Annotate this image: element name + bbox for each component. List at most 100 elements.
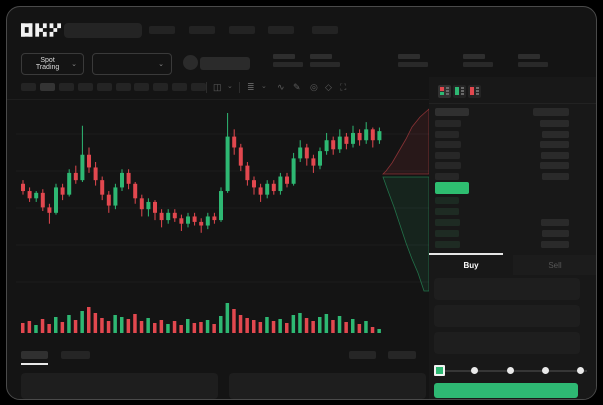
nav-item-2[interactable]: [189, 26, 215, 34]
app-window: Spot Trading ⌄ ⌄ ◫ ⌄ ≣ ⌄ ∿ ✎ ◎ ◇ ⛶ Buy Sell: [6, 6, 597, 400]
ob-view-bids[interactable]: [453, 85, 466, 98]
toolbar-divider: [7, 99, 429, 100]
timeframe-pill-6[interactable]: [116, 83, 131, 91]
ask-row[interactable]: [429, 162, 596, 170]
bid-price-placeholder: [435, 230, 459, 237]
stat-value-placeholder: [310, 62, 340, 67]
orders-panel-right: [229, 373, 426, 399]
nav-item-4[interactable]: [268, 26, 294, 34]
nav-item-5[interactable]: [312, 26, 338, 34]
trade-input-3[interactable]: [434, 332, 580, 354]
chevron-down-icon[interactable]: ⌄: [227, 83, 233, 90]
bid-row[interactable]: [429, 230, 596, 238]
bottom-tab-1[interactable]: [21, 351, 48, 359]
ticker-stat-1: [273, 54, 307, 68]
draw-tool-icon[interactable]: ✎: [293, 82, 301, 92]
bottom-tab-indicator: [21, 363, 48, 365]
price-chart[interactable]: [16, 101, 430, 297]
product-selector-button[interactable]: Spot Trading ⌄: [21, 53, 84, 75]
volume-chart: [21, 303, 381, 333]
trade-input-1[interactable]: [434, 278, 580, 300]
ask-row[interactable]: [429, 130, 596, 139]
stat-value-placeholder: [398, 62, 428, 67]
trade-input-2[interactable]: [434, 305, 580, 327]
tab-sell[interactable]: Sell: [548, 260, 562, 270]
bid-row[interactable]: [429, 208, 596, 216]
timeframe-pill-2[interactable]: [40, 83, 55, 91]
timeframe-pill-7[interactable]: [134, 83, 149, 91]
toggle-color-bar: [440, 91, 444, 95]
alert-icon[interactable]: ◇: [325, 82, 332, 92]
stat-value-placeholder: [463, 62, 493, 67]
slider-handle[interactable]: [434, 365, 445, 376]
stat-value-placeholder: [518, 62, 548, 67]
timeframe-pill-1[interactable]: [21, 83, 36, 91]
indicators-icon[interactable]: ≣: [247, 82, 255, 92]
screenshot-icon[interactable]: ◎: [310, 82, 318, 92]
tab-buy[interactable]: Buy: [463, 260, 479, 270]
pair-name-placeholder: [200, 57, 250, 70]
ob-view-both[interactable]: [438, 85, 451, 98]
product-selector-label: Spot Trading: [35, 57, 60, 71]
timeframe-pill-9[interactable]: [172, 83, 187, 91]
toggle-lines: [461, 87, 464, 96]
line-tool-icon[interactable]: ∿: [277, 82, 285, 92]
ob-last-price[interactable]: [435, 182, 469, 194]
bid-amount-placeholder: [541, 219, 569, 226]
chevron-down-icon: ⌄: [158, 60, 164, 68]
ask-row[interactable]: [429, 120, 596, 128]
stat-label-placeholder: [518, 54, 540, 59]
toggle-color-bar: [455, 87, 459, 95]
ask-price-placeholder: [435, 120, 461, 127]
fullscreen-icon[interactable]: ⛶: [340, 82, 347, 92]
stat-label-placeholder: [273, 54, 295, 59]
toggle-color-bar: [440, 87, 444, 91]
search-input[interactable]: [64, 23, 142, 38]
timeframe-pill-4[interactable]: [78, 83, 93, 91]
slider-stop[interactable]: [506, 367, 514, 374]
bid-row[interactable]: [429, 241, 596, 249]
slider-stop[interactable]: [541, 367, 549, 374]
chart-style-icon[interactable]: ◫: [213, 82, 222, 92]
chevron-down-icon[interactable]: ⌄: [261, 83, 267, 90]
slider-stop[interactable]: [577, 367, 584, 374]
nav-item-3[interactable]: [229, 26, 255, 34]
toggle-lines: [476, 87, 479, 96]
buy-button[interactable]: [434, 383, 578, 398]
chevron-down-icon: ⌄: [71, 60, 77, 68]
ticker-stat-4: [463, 54, 497, 68]
pair-selector-dropdown[interactable]: ⌄: [92, 53, 172, 75]
timeframe-pill-5[interactable]: [97, 83, 112, 91]
order-book-panel: Buy Sell: [429, 77, 596, 399]
ask-amount-placeholder: [540, 141, 569, 148]
active-tab-indicator: [429, 253, 503, 255]
ask-amount-placeholder: [541, 151, 569, 159]
amount-slider-track[interactable]: [434, 365, 587, 376]
bid-amount-placeholder: [542, 230, 569, 237]
bottom-tab-2[interactable]: [61, 351, 90, 359]
slider-stop[interactable]: [471, 367, 479, 374]
timeframe-pill-8[interactable]: [153, 83, 168, 91]
timeframe-pill-10[interactable]: [191, 83, 206, 91]
coin-icon: [183, 55, 198, 70]
order-book-divider: [429, 103, 596, 104]
ask-row[interactable]: [429, 141, 596, 149]
timeframe-pill-3[interactable]: [59, 83, 74, 91]
ob-header-amount-col: [533, 108, 569, 116]
bid-price-placeholder: [435, 208, 459, 215]
ask-amount-placeholder: [540, 162, 569, 169]
ob-view-asks[interactable]: [468, 85, 481, 98]
toolbar-separator: [206, 82, 207, 93]
okx-logo: [21, 23, 61, 37]
nav-item-1[interactable]: [149, 26, 175, 34]
bid-price-placeholder: [435, 241, 460, 248]
ask-row[interactable]: [429, 172, 596, 181]
bottom-action-2[interactable]: [388, 351, 416, 359]
ask-price-placeholder: [435, 141, 461, 148]
bid-row[interactable]: [429, 219, 596, 227]
toggle-color-bar: [470, 87, 474, 95]
ask-row[interactable]: [429, 151, 596, 160]
stat-label-placeholder: [310, 54, 332, 59]
bottom-action-1[interactable]: [349, 351, 376, 359]
ticker-stat-3: [398, 54, 432, 68]
